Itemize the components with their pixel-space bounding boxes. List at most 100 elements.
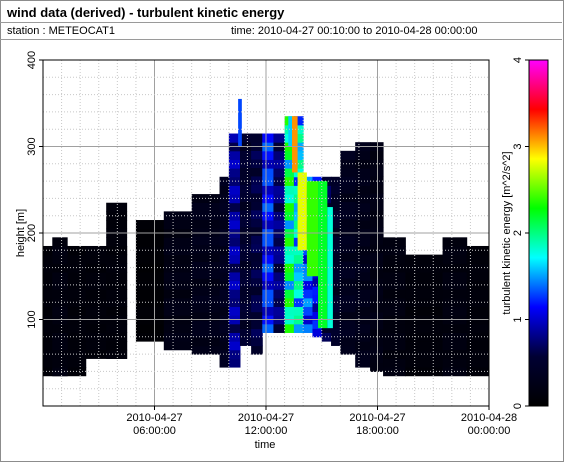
heatmap-cell	[106, 271, 128, 282]
heatmap-cell	[340, 193, 356, 203]
heatmap-cell	[273, 306, 286, 316]
heatmap-cell	[284, 220, 295, 230]
heatmap-cell	[284, 271, 295, 282]
heatmap-cell	[191, 278, 221, 288]
heatmap-cell	[106, 220, 128, 230]
heatmap-cell	[370, 235, 384, 245]
station-label: station : METEOCAT1	[7, 25, 115, 37]
heatmap-cell	[239, 328, 252, 338]
heatmap-cell	[191, 286, 221, 296]
heatmap-cell	[340, 277, 356, 287]
heatmap-cell	[191, 345, 221, 355]
heatmap-cell	[239, 150, 252, 160]
heatmap-cell	[191, 320, 221, 330]
y-tick-label: 300	[26, 137, 38, 155]
heatmap-cell	[163, 297, 193, 308]
heatmap-cell	[228, 271, 241, 282]
heatmap-cell	[219, 211, 230, 221]
heatmap-cell	[239, 260, 252, 270]
heatmap-cell	[370, 311, 384, 321]
heatmap-cell	[442, 341, 468, 351]
heatmap-cell	[442, 306, 468, 316]
heatmap-cell	[228, 150, 241, 160]
heatmap-cell	[163, 332, 193, 342]
heatmap-cell	[239, 336, 252, 346]
divider	[0, 39, 562, 40]
heatmap-cell	[370, 278, 384, 288]
heatmap-cell	[135, 332, 165, 342]
heatmap-cell	[239, 303, 252, 313]
heatmap-cell	[239, 277, 252, 287]
heatmap-cell	[135, 289, 165, 299]
heatmap-cell	[405, 254, 444, 264]
heatmap-cell	[312, 328, 323, 338]
heatmap-cell	[355, 159, 371, 169]
heatmap-cell	[442, 237, 468, 247]
heatmap-cell	[405, 306, 444, 316]
heatmap-cell	[273, 185, 286, 195]
heatmap-cell	[370, 337, 384, 347]
heatmap-cell	[331, 320, 341, 330]
heatmap-cell	[355, 280, 371, 290]
heatmap-cell	[340, 345, 356, 355]
heatmap-cell	[340, 294, 356, 304]
heatmap-cell	[340, 176, 356, 186]
heatmap-cell	[262, 306, 274, 316]
heatmap-cell	[355, 220, 371, 230]
heatmap-cell	[163, 245, 193, 256]
heatmap-cell	[219, 289, 230, 299]
heatmap-cell	[106, 306, 128, 316]
heatmap-cell	[370, 261, 384, 271]
heatmap-cell	[219, 341, 230, 351]
heatmap-cell	[370, 210, 384, 220]
heatmap-cell	[303, 271, 313, 282]
heatmap-cell	[239, 175, 252, 185]
heatmap-cell	[106, 202, 128, 212]
heatmap-cell	[466, 306, 490, 316]
heatmap-cell	[273, 176, 286, 186]
heatmap-cell	[370, 286, 384, 296]
heatmap-cell	[331, 227, 341, 237]
heatmap-cell	[239, 252, 252, 262]
heatmap-cell	[273, 194, 286, 204]
heatmap-cell	[135, 297, 165, 308]
heatmap-cell	[340, 159, 356, 169]
heatmap-cell	[355, 254, 371, 264]
heatmap-cell	[106, 245, 128, 256]
heatmap-cell	[383, 254, 406, 264]
heatmap-cell	[405, 323, 444, 333]
heatmap-cell	[312, 303, 323, 313]
heatmap-cell	[370, 303, 384, 313]
heatmap-cell	[321, 323, 332, 333]
heatmap-cell	[219, 280, 230, 290]
heatmap-cell	[355, 349, 371, 359]
heatmap-cell	[251, 277, 263, 287]
heatmap-cell	[312, 311, 323, 321]
heatmap-cell	[318, 181, 328, 329]
heatmap-cell	[284, 150, 295, 160]
heatmap-cell	[340, 201, 356, 211]
axes: 1002003004002010-04-2706:00:002010-04-27…	[26, 51, 517, 437]
heatmap-cell	[293, 306, 304, 316]
heatmap-cell	[405, 358, 444, 368]
heatmap-cell	[340, 328, 356, 338]
heatmap-cell	[355, 358, 371, 368]
heatmap-cell	[191, 261, 221, 271]
heatmap-cell	[293, 323, 304, 333]
heatmap-cell	[466, 289, 490, 299]
heatmap-cell	[303, 289, 313, 299]
heatmap-cell	[340, 235, 356, 245]
heatmap-cell	[219, 194, 230, 204]
heatmap-cell	[251, 150, 263, 160]
colorbar-tick-label: 1	[512, 316, 524, 322]
x-tick-label: 18:00:00	[356, 425, 399, 437]
heatmap-cell	[262, 254, 274, 264]
heatmap-cell	[239, 133, 252, 143]
heatmap-cell	[370, 218, 384, 228]
heatmap-cell	[312, 277, 323, 287]
heatmap-cell	[163, 341, 193, 351]
heatmap-cell	[219, 263, 230, 273]
heatmap-cell	[466, 323, 490, 333]
heatmap-cell	[135, 323, 165, 333]
colorbar-tick-label: 0	[512, 403, 524, 409]
